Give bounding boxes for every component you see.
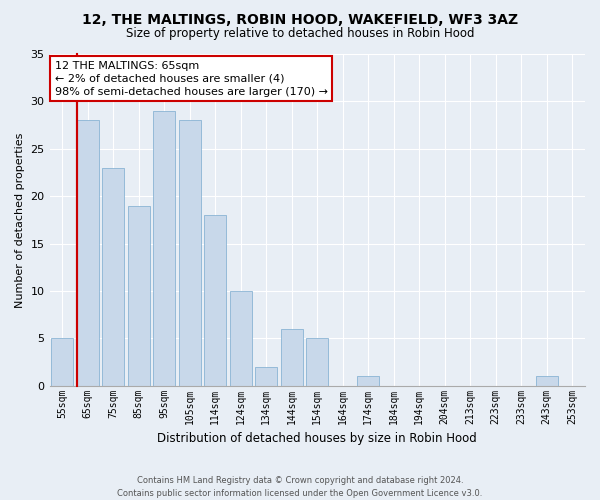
Bar — [307, 338, 328, 386]
Bar — [358, 376, 379, 386]
Bar — [205, 215, 226, 386]
Text: Contains HM Land Registry data © Crown copyright and database right 2024.
Contai: Contains HM Land Registry data © Crown c… — [118, 476, 482, 498]
Bar — [128, 206, 149, 386]
Y-axis label: Number of detached properties: Number of detached properties — [15, 132, 25, 308]
Bar — [154, 111, 175, 386]
Bar — [281, 329, 302, 386]
X-axis label: Distribution of detached houses by size in Robin Hood: Distribution of detached houses by size … — [157, 432, 477, 445]
Text: 12, THE MALTINGS, ROBIN HOOD, WAKEFIELD, WF3 3AZ: 12, THE MALTINGS, ROBIN HOOD, WAKEFIELD,… — [82, 12, 518, 26]
Bar — [256, 366, 277, 386]
Bar — [536, 376, 557, 386]
Bar — [179, 120, 200, 386]
Text: 12 THE MALTINGS: 65sqm
← 2% of detached houses are smaller (4)
98% of semi-detac: 12 THE MALTINGS: 65sqm ← 2% of detached … — [55, 60, 328, 97]
Bar — [52, 338, 73, 386]
Bar — [103, 168, 124, 386]
Text: Size of property relative to detached houses in Robin Hood: Size of property relative to detached ho… — [126, 28, 474, 40]
Bar — [230, 291, 251, 386]
Bar — [77, 120, 98, 386]
